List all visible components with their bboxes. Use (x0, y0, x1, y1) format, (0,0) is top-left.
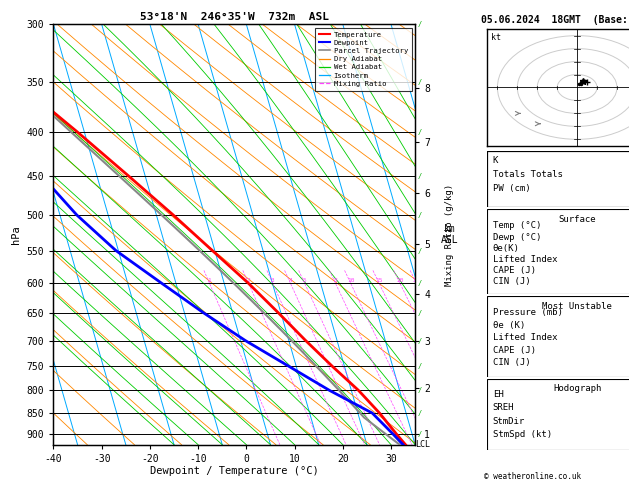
Text: Most Unstable: Most Unstable (542, 302, 612, 311)
Text: SREH: SREH (493, 403, 515, 412)
Text: StmDir: StmDir (493, 417, 525, 426)
Text: CAPE (J): CAPE (J) (493, 266, 536, 275)
Text: 15: 15 (376, 278, 383, 283)
Text: 5: 5 (303, 278, 306, 283)
Text: LCL: LCL (415, 440, 430, 449)
Text: EH: EH (493, 390, 504, 399)
Text: 20: 20 (396, 278, 404, 283)
Text: Lifted Index: Lifted Index (493, 333, 557, 342)
Text: CAPE (J): CAPE (J) (493, 346, 536, 354)
Text: 2: 2 (247, 278, 250, 283)
Text: Hodograph: Hodograph (553, 384, 601, 393)
Text: /: / (418, 410, 422, 416)
Text: /: / (418, 310, 422, 316)
Text: Lifted Index: Lifted Index (493, 255, 557, 264)
Text: StmSpd (kt): StmSpd (kt) (493, 430, 552, 439)
Y-axis label: km
ASL: km ASL (441, 224, 459, 245)
Text: K: K (493, 156, 498, 165)
Text: CIN (J): CIN (J) (493, 358, 530, 367)
Text: Temp (°C): Temp (°C) (493, 222, 541, 230)
Text: /: / (418, 247, 422, 254)
Text: 25: 25 (413, 278, 420, 283)
Text: Pressure (mb): Pressure (mb) (493, 308, 563, 317)
Text: /: / (418, 432, 422, 437)
Y-axis label: hPa: hPa (11, 225, 21, 244)
Text: /: / (418, 212, 422, 218)
Text: 3: 3 (270, 278, 274, 283)
FancyBboxPatch shape (487, 296, 629, 377)
Text: 8: 8 (333, 278, 337, 283)
Text: /: / (418, 338, 422, 344)
Text: Surface: Surface (559, 215, 596, 224)
Legend: Temperature, Dewpoint, Parcel Trajectory, Dry Adiabat, Wet Adiabat, Isotherm, Mi: Temperature, Dewpoint, Parcel Trajectory… (316, 28, 411, 90)
Text: CIN (J): CIN (J) (493, 277, 530, 286)
FancyBboxPatch shape (487, 379, 629, 450)
Text: PW (cm): PW (cm) (493, 184, 530, 193)
Text: θe (K): θe (K) (493, 320, 525, 330)
Text: /: / (418, 21, 422, 27)
Text: /: / (418, 79, 422, 85)
Text: kt: kt (491, 33, 501, 42)
Text: 10: 10 (347, 278, 354, 283)
Text: Dewp (°C): Dewp (°C) (493, 232, 541, 242)
FancyBboxPatch shape (487, 209, 629, 294)
Text: 1: 1 (208, 278, 211, 283)
Title: 53°18'N  246°35'W  732m  ASL: 53°18'N 246°35'W 732m ASL (140, 12, 329, 22)
Text: © weatheronline.co.uk: © weatheronline.co.uk (484, 472, 581, 481)
Text: /: / (418, 129, 422, 135)
Text: 05.06.2024  18GMT  (Base: 18): 05.06.2024 18GMT (Base: 18) (481, 15, 629, 25)
Text: Totals Totals: Totals Totals (493, 170, 563, 179)
Text: Mixing Ratio (g/kg): Mixing Ratio (g/kg) (445, 183, 454, 286)
Text: /: / (418, 387, 422, 394)
Text: 4: 4 (289, 278, 292, 283)
FancyBboxPatch shape (487, 151, 629, 207)
Text: /: / (418, 364, 422, 369)
X-axis label: Dewpoint / Temperature (°C): Dewpoint / Temperature (°C) (150, 467, 319, 476)
Text: θe(K): θe(K) (493, 243, 520, 253)
Text: /: / (418, 280, 422, 286)
Text: /: / (418, 173, 422, 179)
